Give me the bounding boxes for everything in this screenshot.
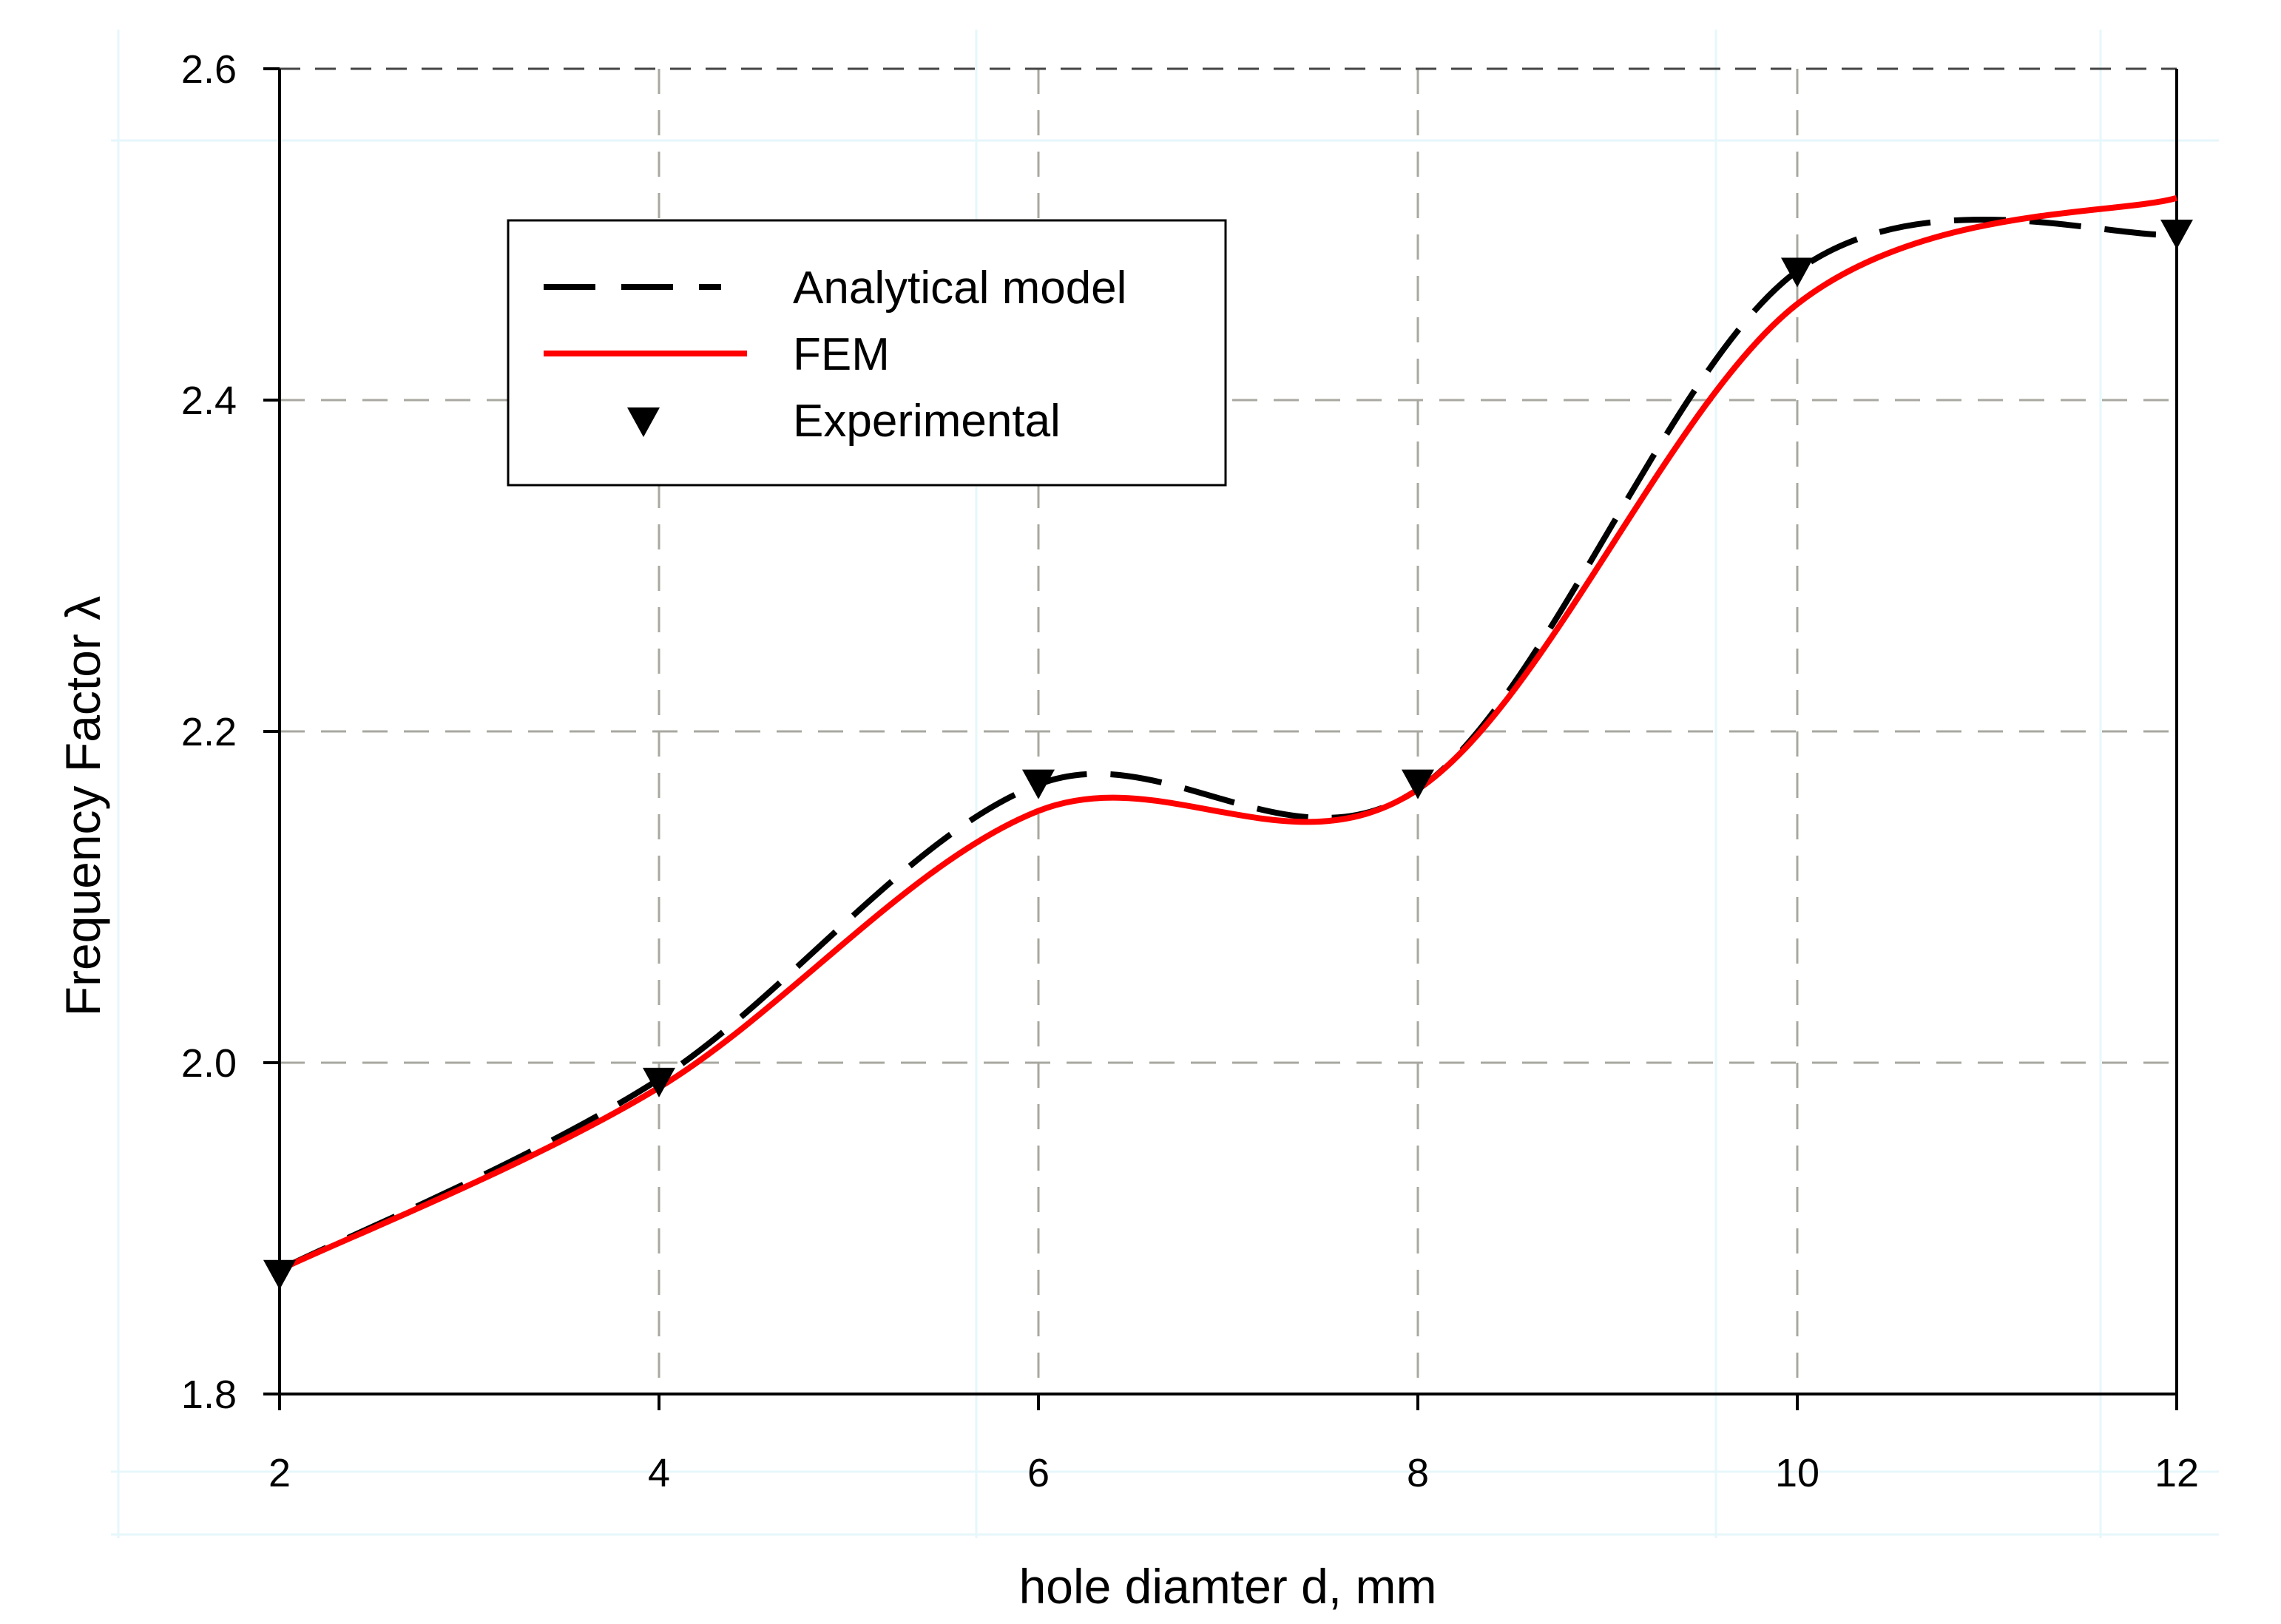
x-tick-label: 2 [268,1451,291,1495]
y-tick-label: 1.8 [181,1373,237,1417]
y-tick-label: 2.0 [181,1041,237,1086]
y-tick-label: 2.6 [181,47,237,92]
marker-experimental [1022,769,1055,799]
y-axis-title: Frequency Factor λ [55,596,110,1017]
legend-label-analytical-model: Analytical model [793,263,1126,314]
y-tick-label: 2.4 [181,379,237,423]
x-tick-label: 4 [648,1451,670,1495]
legend-label-experimental: Experimental [793,396,1061,447]
x-tick-label: 8 [1407,1451,1429,1495]
marker-experimental [643,1067,675,1097]
marker-experimental [263,1259,296,1290]
marker-experimental [1402,769,1434,799]
legend-swatch-experimental [627,407,660,437]
y-tick-label: 2.2 [181,710,237,754]
line-analytical-model [278,217,2177,1273]
x-tick-label: 10 [1775,1451,1819,1495]
series [263,194,2193,1290]
marker-experimental [1781,257,1814,288]
legend-label-fem: FEM [793,329,890,380]
marker-experimental [2160,220,2193,249]
x-tick-label: 12 [2155,1451,2199,1495]
x-axis-title: hole diamter d, mm [1019,1559,1437,1614]
line-fem [278,194,2178,1273]
axes [263,67,2178,1410]
x-tick-label: 6 [1027,1451,1050,1495]
tick-labels: 2 4 6 8 10 12 1.8 2.0 2.2 2.4 2.6 [181,47,2199,1495]
legend: Analytical model FEM Experimental [507,219,1227,487]
